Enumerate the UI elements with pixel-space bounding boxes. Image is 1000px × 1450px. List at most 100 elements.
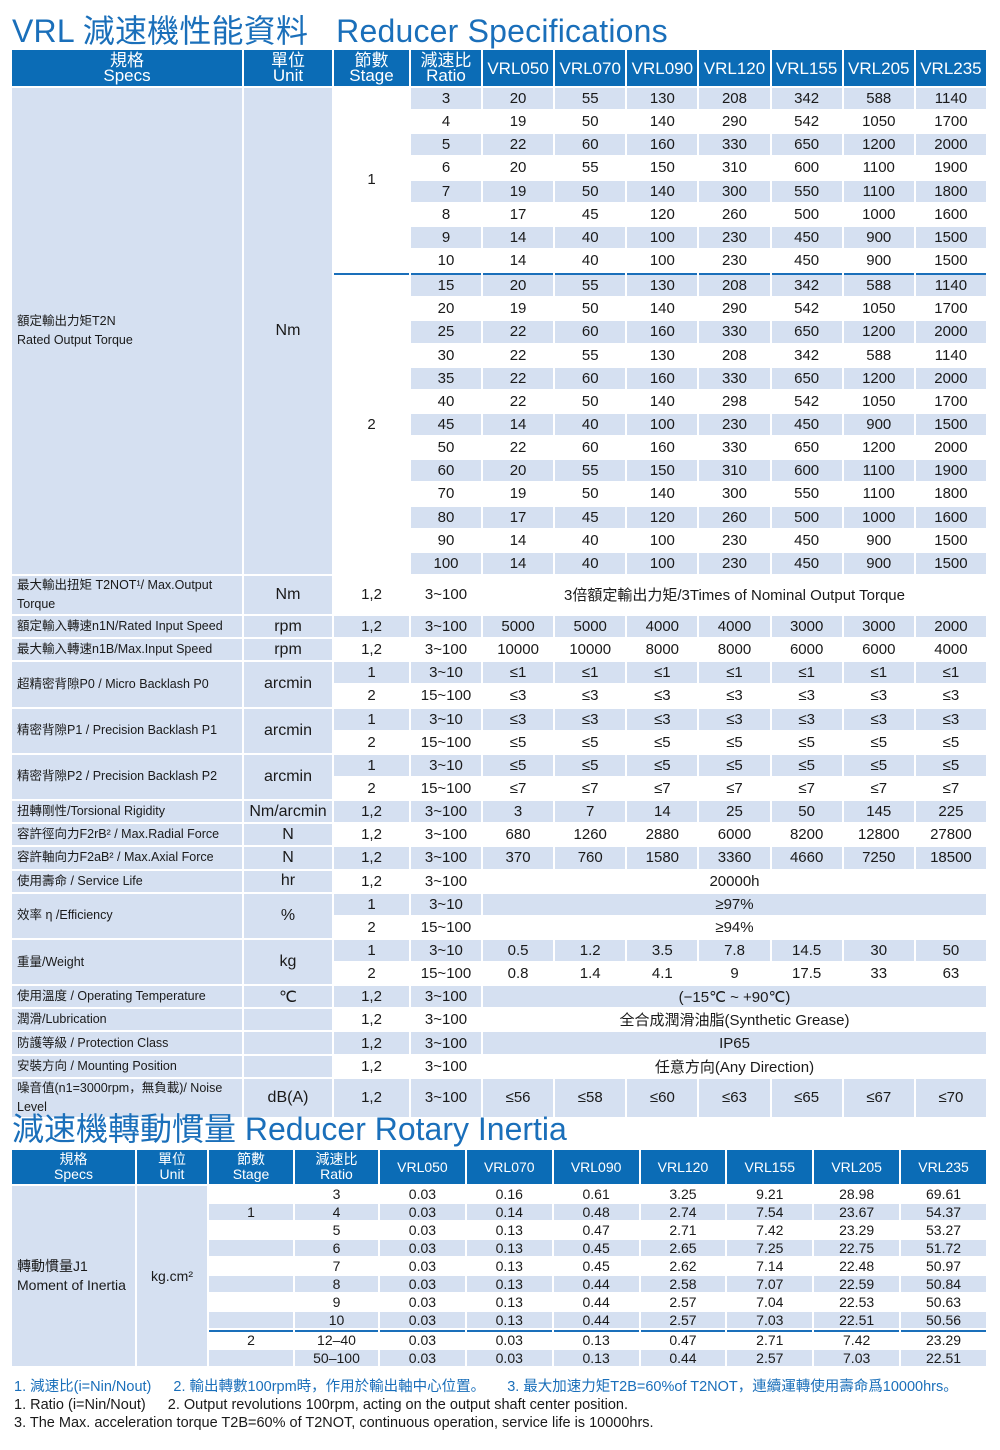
stage-cell: 1 [334, 708, 409, 730]
note-en-2: 2. Output revolutions 100rpm, acting on … [167, 1397, 629, 1413]
value-span: (−15℃ ~ +90℃) [483, 986, 986, 1008]
stage-cell: 1,2 [334, 615, 409, 638]
spec-unit: % [244, 893, 332, 938]
value-cell: 6000 [843, 639, 914, 661]
header-unit: 單位 Unit [137, 1150, 207, 1184]
value-cell: 260 [699, 203, 770, 225]
value-cell: 30 [843, 939, 914, 962]
value-cell: 290 [699, 298, 770, 320]
ratio-cell: 3~100 [411, 1078, 481, 1117]
value-cell: 4000 [915, 639, 986, 661]
value-cell: 14 [483, 226, 554, 248]
value-cell: 1500 [915, 529, 986, 551]
value-cell: ≤3 [555, 685, 626, 707]
value-cell: 22 [483, 367, 554, 389]
inertia-title: 減速機轉動慣量 Reducer Rotary Inertia [12, 1111, 567, 1147]
value-cell: 160 [627, 367, 698, 389]
value-cell: 1800 [915, 483, 986, 505]
value-cell: 55 [555, 157, 626, 179]
header-stage: 節數 Stage [334, 50, 409, 86]
table-row: 5 0.03 0.13 0.47 2.71 7.42 23.29 53.27 [12, 1222, 986, 1238]
value-cell: ≤70 [915, 1078, 986, 1117]
table-row: 100 14 40 100 230 450 900 1500 [12, 552, 986, 574]
spec-label-text: 額定輸入轉速n1N/Rated Input Speed [17, 619, 223, 634]
value-cell: 1600 [915, 506, 986, 528]
ratio-cell: 3~10 [411, 754, 481, 776]
value-cell: 2.62 [640, 1258, 726, 1274]
ratio-cell: 15~100 [411, 731, 481, 753]
value-cell: 22.53 [814, 1294, 900, 1310]
value-cell: 4000 [627, 615, 698, 638]
ratio-cell: 9 [411, 226, 481, 248]
spec-label: 額定輸入轉速n1N/Rated Input Speed [12, 615, 242, 638]
spec-unit: Nm [244, 88, 332, 574]
inertia-table: 規格 Specs 單位 Unit 節數 Stage 減速比 Ratio VRL050 VRL070… [10, 1148, 988, 1368]
value-cell: 4660 [771, 847, 842, 869]
value-cell: 28.98 [814, 1186, 900, 1202]
value-cell: 23.67 [814, 1204, 900, 1220]
value-cell: 600 [771, 157, 842, 179]
spec-label-text: 容許軸向力F2aB² / Max.Axial Force [17, 850, 214, 865]
value-cell: 0.03 [380, 1240, 465, 1256]
value-cell: 0.45 [553, 1240, 639, 1256]
ratio-cell: 3~100 [411, 639, 481, 661]
ratio-cell: 7 [295, 1258, 378, 1274]
value-cell: 2000 [915, 134, 986, 156]
value-cell: 342 [771, 88, 842, 110]
header-model: VRL050 [483, 50, 554, 86]
value-cell: 100 [627, 226, 698, 248]
stage-cell: 1,2 [334, 824, 409, 846]
value-cell: 0.03 [380, 1258, 465, 1274]
value-cell: ≤3 [771, 708, 842, 730]
value-cell: 4.1 [627, 963, 698, 985]
table-row: 50 22 60 160 330 650 1200 2000 [12, 437, 986, 459]
value-cell: 0.13 [466, 1276, 552, 1292]
table-row: 9 0.03 0.13 0.44 2.57 7.04 22.53 50.63 [12, 1294, 986, 1310]
table-row: 1 4 0.03 0.14 0.48 2.74 7.54 23.67 54.37 [12, 1204, 986, 1220]
value-cell: ≤63 [699, 1078, 770, 1117]
value-cell: 100 [627, 529, 698, 551]
ratio-cell: 3 [411, 88, 481, 110]
header-model: VRL070 [555, 50, 626, 86]
value-cell: 230 [699, 249, 770, 272]
ratio-cell: 3~100 [411, 615, 481, 638]
table-row: 精密背隙P2 / Precision Backlash P2 arcmin 1 3~1… [12, 754, 986, 800]
value-cell: 23.29 [901, 1330, 986, 1348]
value-cell: ≤3 [555, 708, 626, 730]
value-span: 3倍額定輸出力矩/3Times of Nominal Output Torque [483, 575, 986, 614]
spec-label-text: 噪音值(n1=3000rpm，無負載)/ Noise Level [17, 1080, 223, 1114]
value-cell: 2880 [627, 824, 698, 846]
stage-cell: 1,2 [334, 1078, 409, 1117]
value-cell: 900 [843, 249, 914, 272]
value-cell: 0.44 [640, 1350, 726, 1366]
header-unit-en: Unit [272, 66, 304, 85]
header-model: VRL050 [380, 1150, 465, 1184]
value-cell: 0.03 [466, 1330, 552, 1348]
spec-unit: rpm [244, 615, 332, 638]
value-cell: 45 [555, 203, 626, 225]
value-cell: 1200 [843, 367, 914, 389]
spec-label-text: 潤滑/Lubrication [17, 1012, 107, 1027]
inertia-label: 轉動慣量J1 Moment of Inertia [12, 1186, 135, 1366]
header-model: VRL090 [627, 50, 698, 86]
ratio-cell: 15~100 [411, 916, 481, 938]
header-ratio: 減速比 Ratio [295, 1150, 378, 1184]
value-cell: 0.13 [553, 1330, 639, 1348]
value-cell: 22.75 [814, 1240, 900, 1256]
value-cell: 60 [555, 321, 626, 343]
value-cell: 290 [699, 111, 770, 133]
value-cell: 330 [699, 321, 770, 343]
value-cell: 150 [627, 157, 698, 179]
value-cell: 600 [771, 460, 842, 482]
value-cell: 50 [771, 801, 842, 823]
stage-cell [209, 1258, 293, 1274]
spec-label: 精密背隙P2 / Precision Backlash P2 [12, 754, 242, 800]
value-cell: 1140 [915, 344, 986, 366]
ratio-cell: 70 [411, 483, 481, 505]
value-cell: ≤58 [555, 1078, 626, 1117]
value-cell: 40 [555, 413, 626, 436]
value-cell: ≤5 [555, 754, 626, 776]
value-cell: 120 [627, 203, 698, 225]
value-cell: 225 [915, 801, 986, 823]
value-cell: 1500 [915, 249, 986, 272]
